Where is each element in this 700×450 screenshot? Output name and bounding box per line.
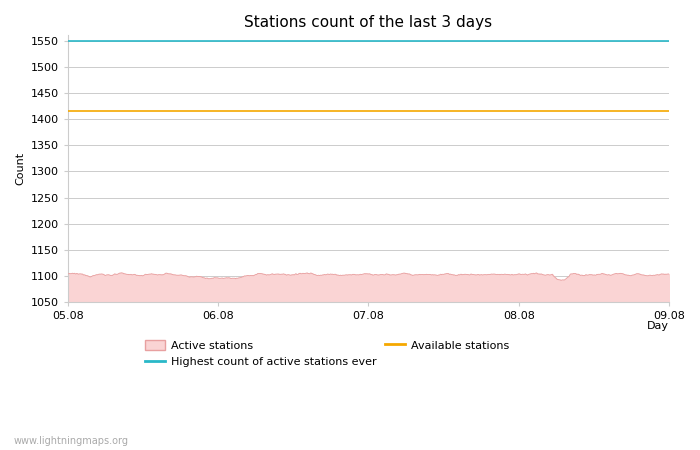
Legend: Active stations, Highest count of active stations ever, Available stations: Active stations, Highest count of active… xyxy=(146,340,510,367)
Y-axis label: Count: Count xyxy=(15,152,25,185)
Title: Stations count of the last 3 days: Stations count of the last 3 days xyxy=(244,15,492,30)
Text: www.lightningmaps.org: www.lightningmaps.org xyxy=(14,436,129,446)
Text: Day: Day xyxy=(647,321,669,331)
